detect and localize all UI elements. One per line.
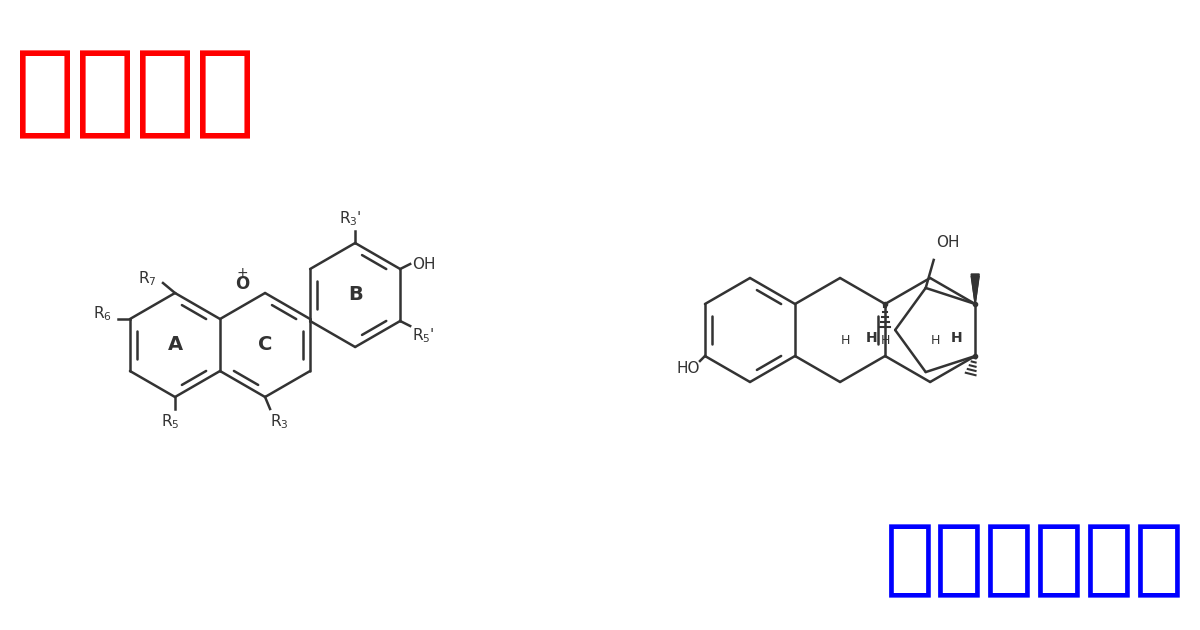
Text: H: H (930, 333, 940, 347)
Text: H: H (865, 331, 877, 345)
Text: H: H (881, 334, 889, 347)
Text: H: H (950, 331, 962, 345)
Text: +: + (236, 266, 248, 280)
Text: R$_3$: R$_3$ (270, 412, 289, 431)
Text: R$_5$': R$_5$' (412, 326, 434, 345)
Text: R$_7$: R$_7$ (138, 269, 157, 288)
Text: 注目成分: 注目成分 (14, 45, 256, 142)
Polygon shape (971, 274, 979, 304)
Polygon shape (971, 276, 979, 304)
Text: R$_5$: R$_5$ (161, 412, 179, 431)
Text: B: B (348, 285, 362, 304)
Text: 不飽和脂肪酸: 不飽和脂肪酸 (886, 519, 1186, 600)
Text: OH: OH (936, 235, 959, 250)
Text: A: A (168, 336, 182, 355)
Text: C: C (258, 336, 272, 355)
Text: HO: HO (677, 361, 700, 376)
Text: H: H (840, 333, 850, 347)
Text: R$_6$: R$_6$ (94, 305, 112, 323)
Text: OH: OH (412, 256, 436, 272)
Text: R$_3$': R$_3$' (338, 209, 361, 228)
Text: O: O (235, 275, 250, 293)
